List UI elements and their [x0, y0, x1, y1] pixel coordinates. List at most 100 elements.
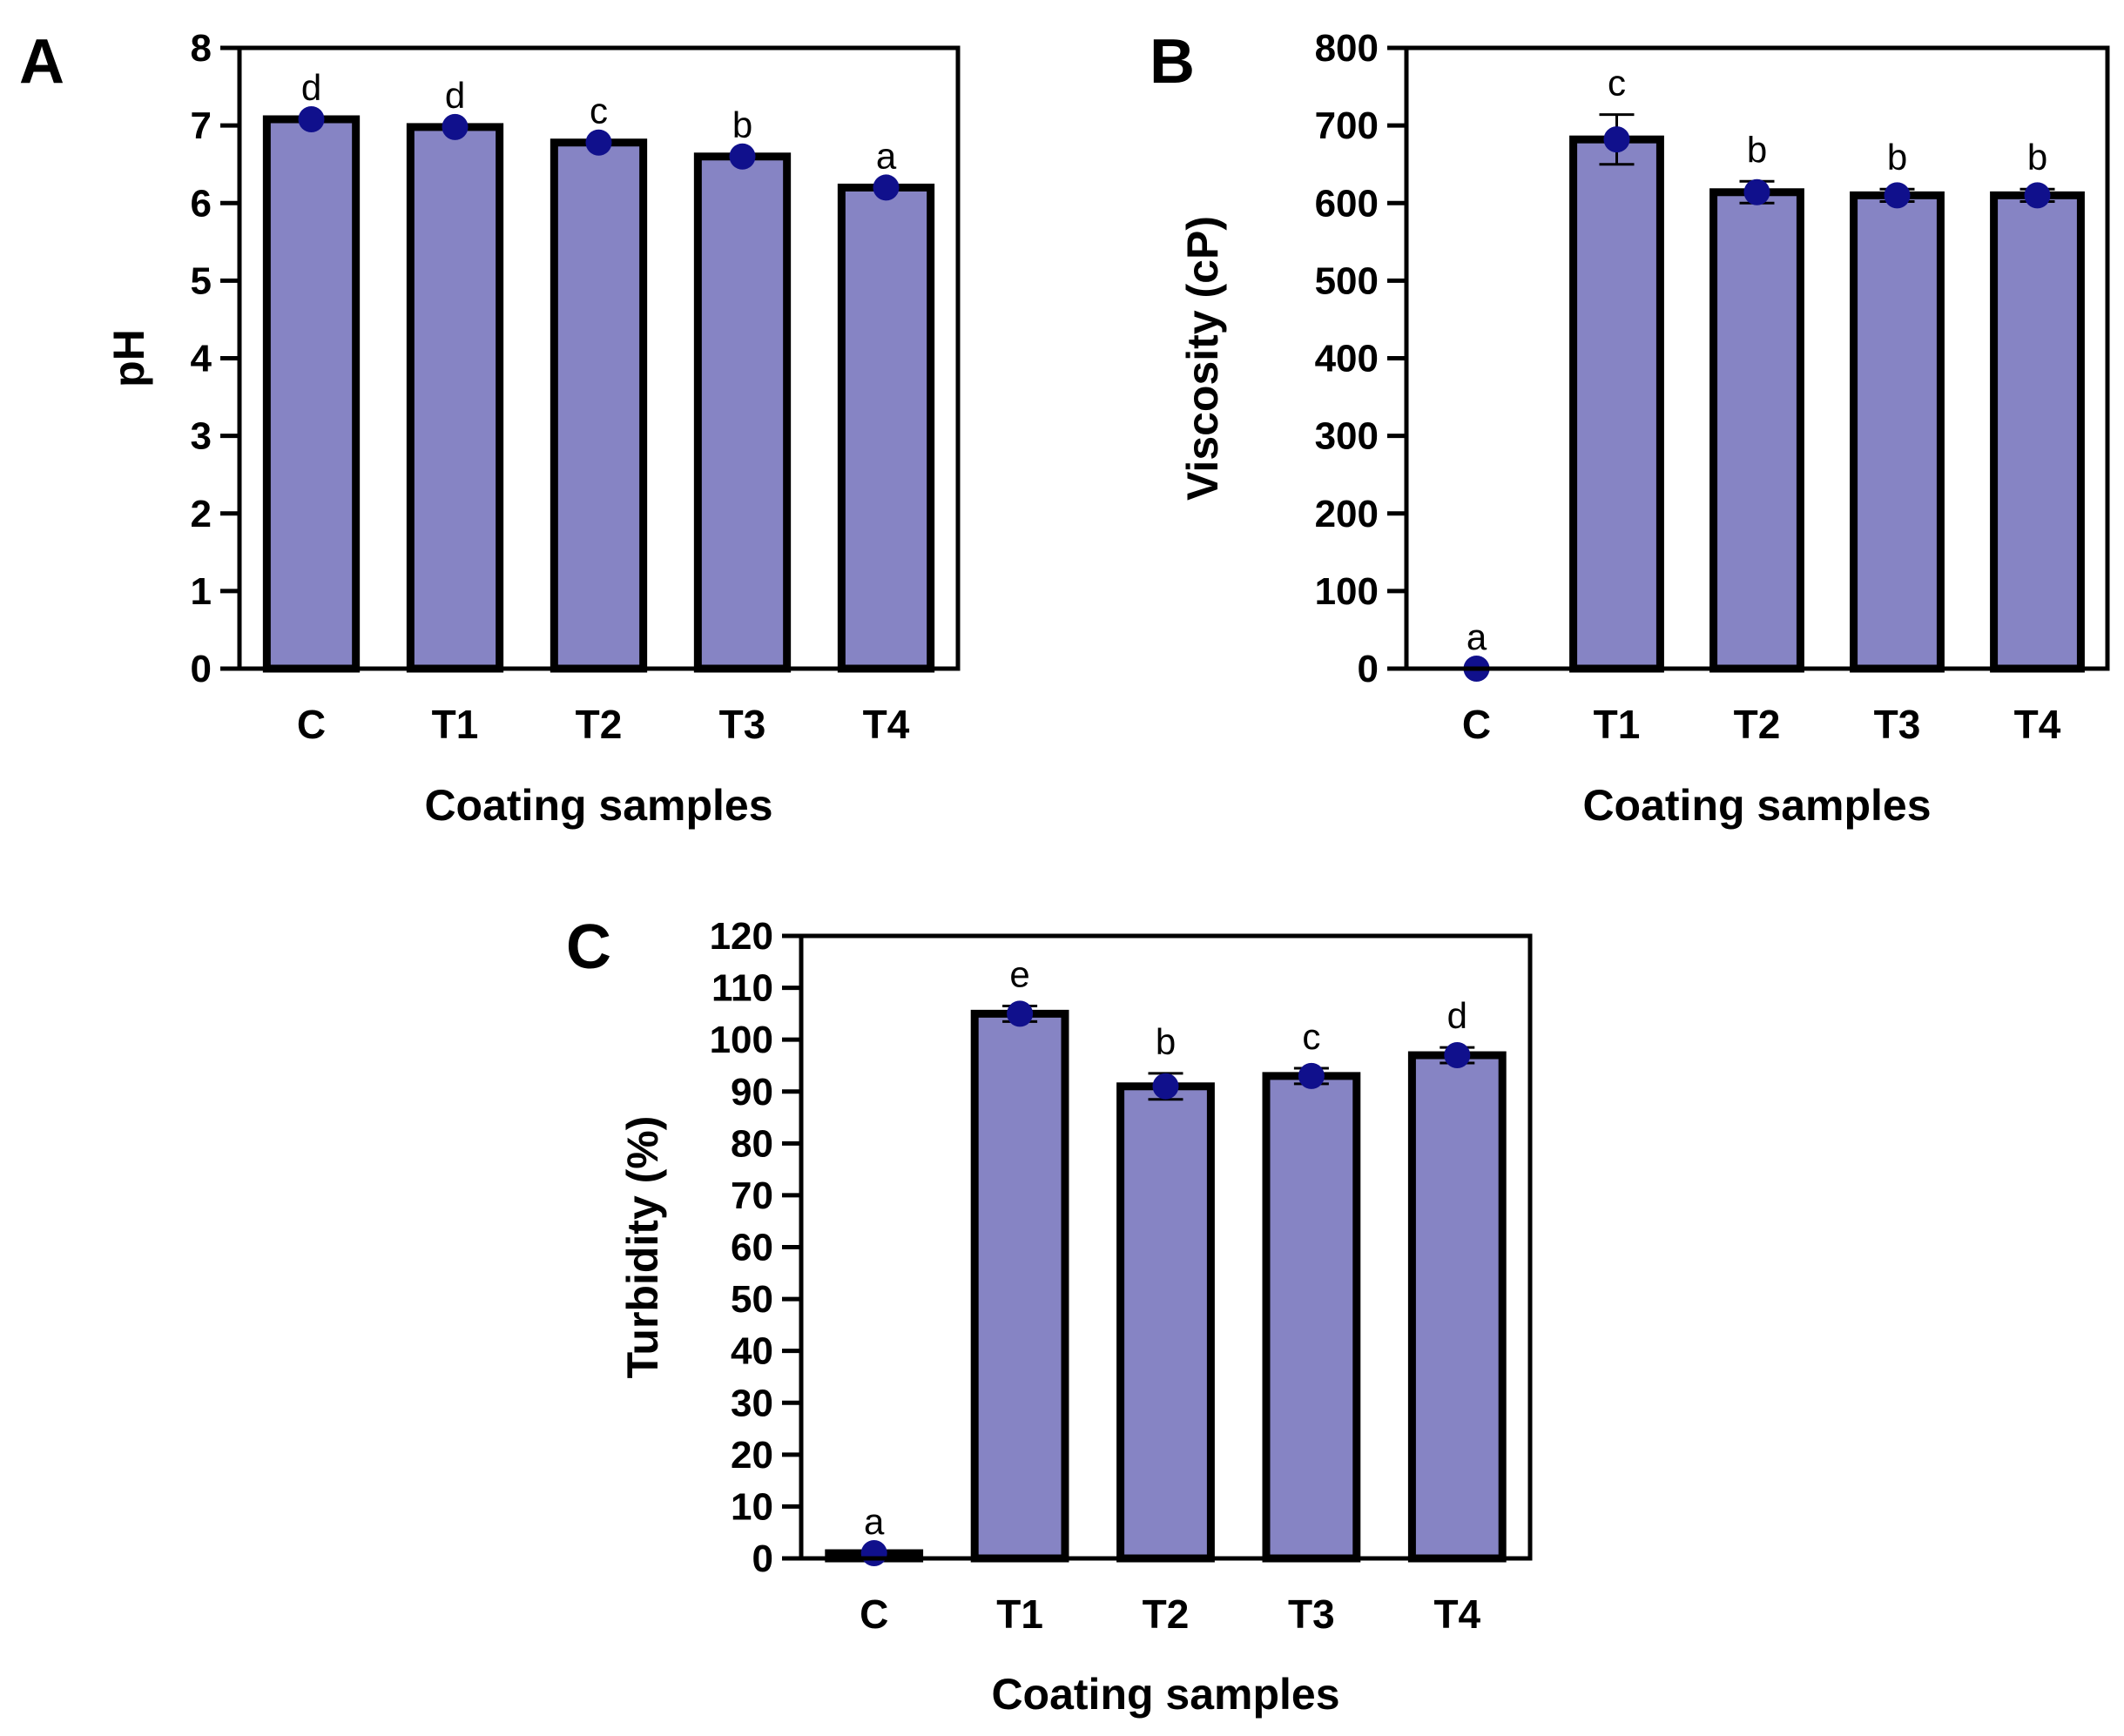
plot-frame	[237, 45, 961, 671]
y-tick-label: 500	[1315, 259, 1379, 302]
significance-letter-t4: a	[876, 135, 897, 176]
significance-letter-t2: c	[590, 91, 608, 131]
y-axis-title: pH	[105, 329, 153, 387]
x-tick-label-t1: T1	[996, 1591, 1043, 1637]
point-t2	[1152, 1073, 1179, 1100]
x-tick-label-t4: T4	[863, 702, 910, 747]
significance-letter-c: d	[301, 67, 321, 108]
bar-t2	[550, 138, 648, 673]
y-tick-label: 70	[731, 1174, 773, 1217]
y-tick-label: 0	[191, 648, 212, 690]
x-tick-label-t3: T3	[1288, 1591, 1335, 1637]
point-t4	[1444, 1042, 1471, 1069]
y-axis-title: Turbidity (%)	[618, 1116, 667, 1379]
x-tick-label-t2: T2	[1734, 702, 1781, 747]
y-tick-label: 200	[1315, 493, 1379, 535]
significance-letter-t1: d	[445, 75, 465, 116]
y-tick-label: 100	[710, 1019, 773, 1061]
significance-letter-t3: b	[1887, 137, 1907, 178]
bar-t3	[693, 152, 792, 673]
point-t1	[1603, 126, 1630, 153]
x-tick-label-c: C	[860, 1591, 888, 1637]
bar-t4	[837, 183, 935, 673]
y-tick-label: 6	[191, 182, 212, 225]
bar-t2	[1116, 1082, 1215, 1563]
x-tick-label-t4: T4	[1433, 1591, 1480, 1637]
x-tick-label-c: C	[1462, 702, 1491, 747]
point-c	[860, 1540, 887, 1567]
y-tick-label: 800	[1315, 27, 1379, 70]
panel-a: A 0 1 2 3 4 5 6 7 8 d Cd T1 c T2 b T3 a T4 Coating samples p…	[19, 27, 961, 830]
bar-t3	[1262, 1072, 1361, 1563]
y-tick-label: 100	[1315, 570, 1379, 613]
significance-letter-t4: b	[2027, 137, 2047, 178]
y-tick-label: 600	[1315, 182, 1379, 225]
x-tick-label-t2: T2	[576, 702, 623, 747]
point-t3	[1884, 182, 1911, 209]
x-tick-label-t4: T4	[2014, 702, 2061, 747]
x-tick-label-t3: T3	[719, 702, 766, 747]
x-tick-label-t1: T1	[432, 702, 479, 747]
y-tick-label: 400	[1315, 338, 1379, 380]
panel-letter-a: A	[19, 27, 64, 97]
bar-t1	[970, 1009, 1069, 1563]
x-axis-title: Coating samples	[1582, 781, 1931, 830]
y-tick-label: 1	[191, 570, 212, 613]
bar-c	[262, 115, 361, 673]
significance-letter-t3: b	[732, 104, 752, 145]
point-t3	[729, 143, 756, 170]
y-tick-label: 0	[752, 1538, 773, 1580]
bar-t1	[406, 123, 504, 673]
x-axis-title: Coating samples	[424, 781, 772, 830]
panel-letter-c: C	[566, 912, 611, 982]
point-t4	[873, 174, 900, 201]
plot-frame	[799, 933, 1533, 1561]
significance-letter-c: a	[1467, 616, 1487, 657]
x-axis-title: Coating samples	[991, 1670, 1339, 1719]
x-tick-label-t2: T2	[1143, 1591, 1190, 1637]
y-tick-label: 90	[731, 1071, 773, 1114]
point-t3	[1298, 1062, 1325, 1089]
significance-letter-t3: c	[1302, 1016, 1320, 1057]
y-axis-title: Viscosity (cP)	[1178, 216, 1227, 501]
significance-letter-t1: e	[1009, 953, 1029, 994]
significance-letter-t4: d	[1447, 995, 1467, 1036]
y-tick-label: 110	[711, 967, 773, 1010]
y-tick-label: 2	[191, 493, 212, 535]
y-tick-label: 3	[191, 415, 212, 458]
significance-letter-t2: b	[1156, 1021, 1176, 1062]
x-tick-label-t3: T3	[1874, 702, 1921, 747]
y-tick-label: 0	[1358, 648, 1379, 690]
bar-t2	[1709, 188, 1804, 673]
panel-c: C 0 10 20 30 40 50 60 70 80 90 100 110 120 a Ce T1 b T2 c T3…	[566, 912, 1533, 1719]
significance-letter-t1: c	[1608, 63, 1626, 104]
y-tick-label: 7	[191, 104, 212, 147]
significance-letter-c: a	[864, 1501, 885, 1542]
bar-t1	[1569, 135, 1664, 673]
bar-t3	[1850, 191, 1945, 673]
point-t1	[1007, 1000, 1034, 1027]
bar-t4	[1990, 191, 2085, 673]
y-tick-label: 300	[1315, 415, 1379, 458]
y-tick-label: 120	[710, 915, 773, 958]
y-tick-label: 8	[191, 27, 212, 70]
panel-letter-b: B	[1150, 27, 1195, 97]
point-t2	[585, 129, 612, 156]
y-tick-label: 60	[731, 1227, 773, 1269]
panel-b: B 0 100 200 300 400 500 600 700 800 a Cc T1 b T2 b T3 b T4…	[1150, 27, 2110, 830]
x-tick-label-t1: T1	[1594, 702, 1641, 747]
y-tick-label: 20	[731, 1434, 773, 1477]
plot-frame	[1404, 45, 2110, 671]
point-t1	[442, 113, 469, 140]
y-tick-label: 30	[731, 1382, 773, 1424]
significance-letter-t2: b	[1747, 129, 1767, 170]
y-tick-label: 10	[731, 1485, 773, 1528]
point-c	[298, 105, 325, 132]
y-tick-label: 40	[731, 1330, 773, 1373]
y-tick-label: 4	[191, 338, 212, 380]
point-t4	[2024, 182, 2051, 209]
point-t2	[1743, 178, 1770, 205]
y-tick-label: 50	[731, 1278, 773, 1321]
y-tick-label: 700	[1315, 104, 1379, 147]
